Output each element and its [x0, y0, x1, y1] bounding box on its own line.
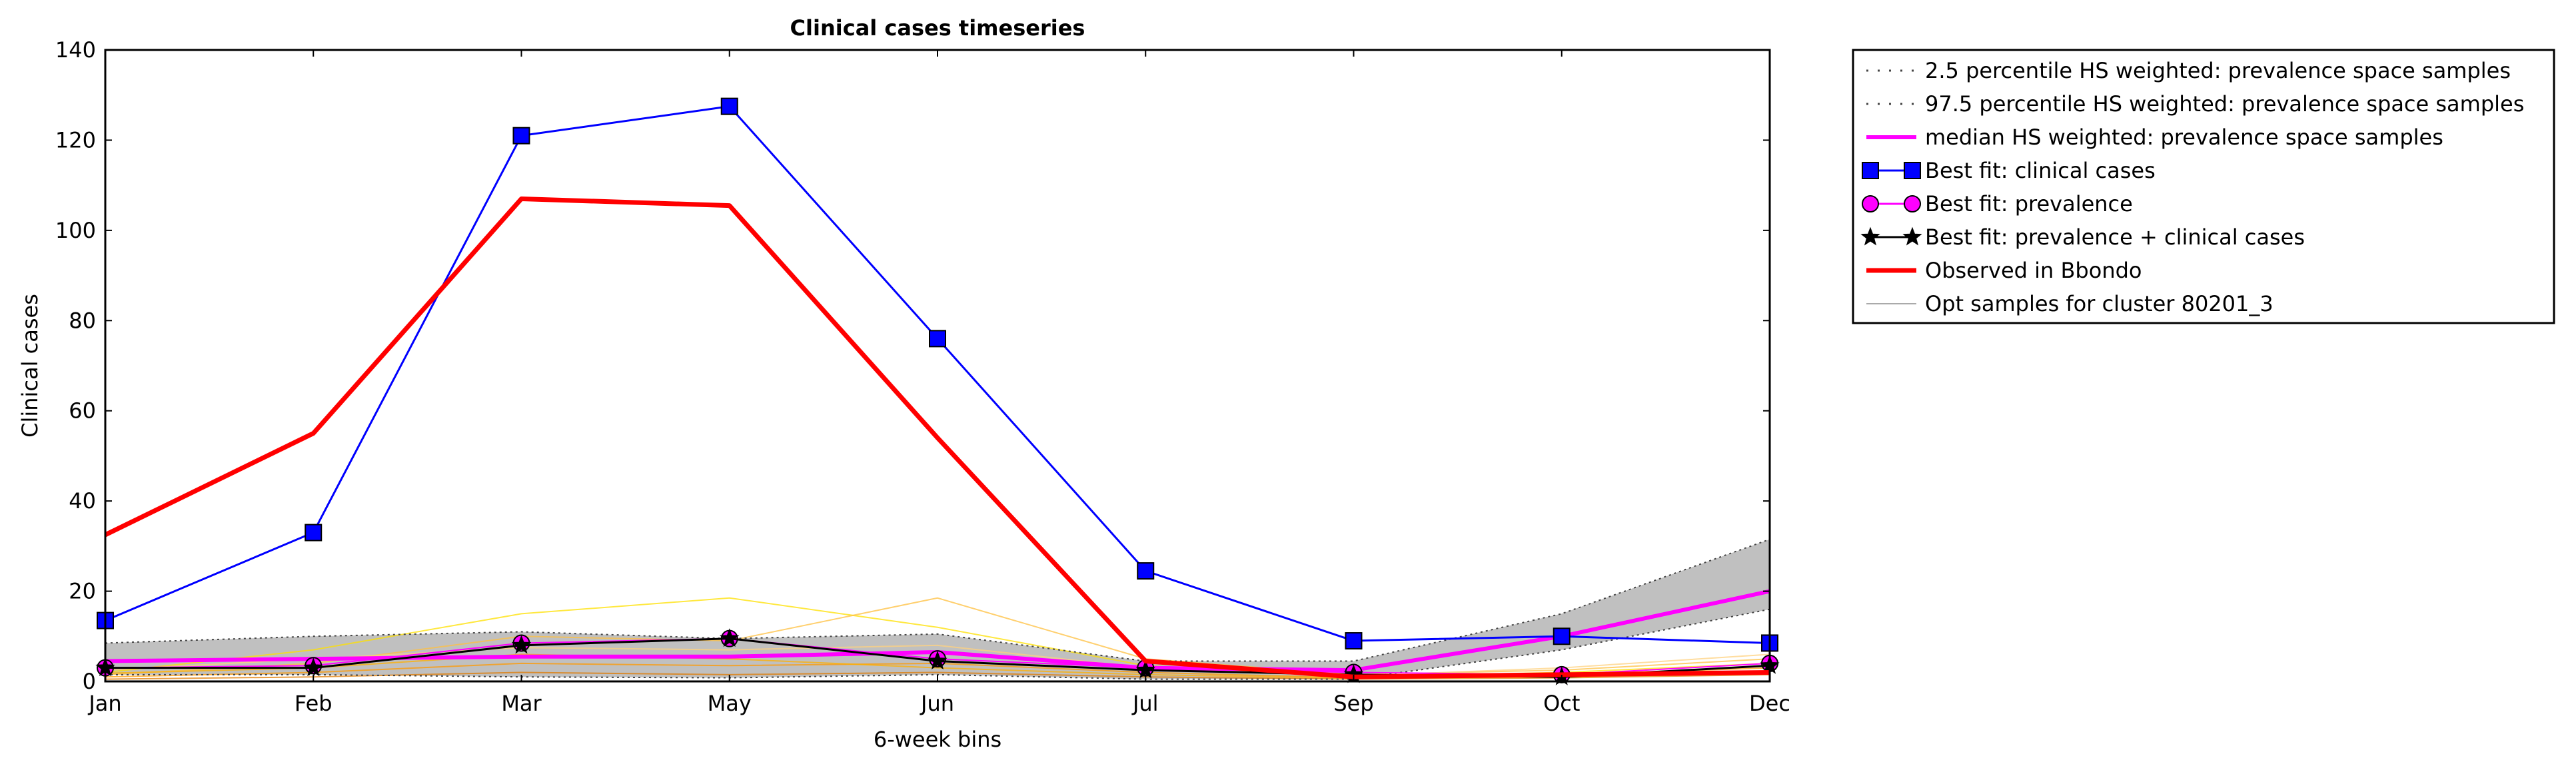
series-4-point-6: [1135, 659, 1155, 679]
x-tick: Sep: [1333, 50, 1374, 716]
y-axis-title: Clinical cases: [17, 294, 43, 438]
x-tick-label: Dec: [1749, 691, 1790, 716]
legend: 2.5 percentile HS weighted: prevalence s…: [1852, 49, 2555, 324]
series-2-point-4: [720, 97, 738, 115]
y-tick-label: 140: [55, 37, 96, 63]
series-2-point-6: [1137, 562, 1155, 580]
percentile-2-5-line: [105, 608, 1770, 680]
legend-marker: [1904, 195, 1921, 212]
x-tick-label: Sep: [1333, 691, 1373, 716]
legend-marker: [1904, 162, 1921, 179]
y-tick: 60: [69, 398, 1770, 424]
legend-marker: [1860, 226, 1880, 246]
x-tick-label: Mar: [501, 691, 542, 716]
y-tick-label: 120: [55, 127, 96, 153]
legend-marker: [1902, 226, 1922, 246]
y-tick: 140: [55, 37, 1770, 63]
legend-item-6: Best fit: prevalence + clinical cases: [1860, 224, 2305, 250]
x-tick: May: [708, 50, 752, 716]
legend-label: Best fit: prevalence: [1925, 191, 2133, 216]
x-axis-title: 6-week bins: [874, 727, 1001, 752]
sample-line-2: [105, 597, 1770, 675]
series-2-point-5: [929, 330, 946, 348]
x-tick-label: Feb: [295, 691, 332, 716]
y-tick: 120: [55, 127, 1770, 153]
y-tick: 80: [69, 308, 1770, 333]
y-tick-label: 40: [69, 488, 96, 514]
series-5-line: [104, 196, 1770, 679]
x-tick: Jul: [1131, 50, 1159, 716]
y-tick-label: 60: [69, 398, 96, 424]
legend-label: median HS weighted: prevalence space sam…: [1925, 125, 2443, 150]
legend-item-1: 2.5 percentile HS weighted: prevalence s…: [1866, 58, 2511, 83]
series-4-point-4: [720, 628, 740, 647]
legend-item-2: 97.5 percentile HS weighted: prevalence …: [1866, 91, 2524, 117]
x-tick: Oct: [1543, 50, 1580, 716]
x-tick: Feb: [295, 50, 332, 716]
plot-area: [95, 97, 1780, 685]
legend-item-7: Observed in Bbondo: [1866, 258, 2142, 283]
sample-line-4: [105, 644, 1770, 677]
legend-label: Best fit: clinical cases: [1925, 158, 2156, 183]
series-2-line: [105, 105, 1770, 644]
series-2-point-7: [1345, 632, 1363, 650]
percentile-97-5-line: [105, 538, 1770, 662]
series-2-point-2: [305, 524, 322, 542]
y-tick: 20: [69, 579, 1770, 604]
legend-item-5: Best fit: prevalence: [1862, 191, 2133, 216]
legend-label: 97.5 percentile HS weighted: prevalence …: [1925, 91, 2524, 117]
y-tick-label: 100: [55, 218, 96, 243]
legend-item-4: Best fit: clinical cases: [1862, 158, 2156, 183]
legend-marker: [1862, 162, 1879, 179]
x-tick-label: Oct: [1543, 691, 1580, 716]
series-4-point-2: [303, 657, 323, 677]
x-axis: Jan Feb Mar May Jun Jul Sep Oct Dec: [87, 50, 1790, 716]
y-tick-label: 80: [69, 308, 96, 333]
legend-box: [1852, 49, 2555, 324]
x-tick-label: May: [708, 691, 752, 716]
series-2-point-3: [512, 127, 530, 145]
x-tick: Jun: [920, 50, 954, 716]
legend-marker: [1862, 195, 1879, 212]
legend-item-8: Opt samples for cluster 80201_3: [1866, 291, 2273, 316]
series-4-point-3: [511, 635, 532, 654]
x-tick: Mar: [501, 50, 542, 716]
series-2-point-8: [1553, 627, 1571, 645]
y-tick: 100: [55, 218, 1770, 243]
y-tick-label: 20: [69, 579, 96, 604]
x-tick-label: Jun: [920, 691, 954, 716]
legend-item-3: median HS weighted: prevalence space sam…: [1866, 125, 2443, 150]
legend-label: Observed in Bbondo: [1925, 258, 2142, 283]
legend-label: Best fit: prevalence + clinical cases: [1925, 224, 2305, 250]
plot-frame: [104, 49, 1771, 683]
legend-label: 2.5 percentile HS weighted: prevalence s…: [1925, 58, 2511, 83]
chart-title: Clinical cases timeseries: [790, 15, 1085, 41]
x-tick: Dec: [1749, 50, 1790, 716]
y-tick: 40: [69, 488, 1770, 514]
y-tick-label: 0: [83, 669, 96, 694]
y-axis: 0 20 40 60 80 100 120 140: [55, 37, 1770, 694]
x-tick-label: Jan: [87, 691, 121, 716]
legend-label: Opt samples for cluster 80201_3: [1925, 291, 2273, 316]
y-tick: 0: [83, 669, 1770, 694]
x-tick-label: Jul: [1131, 691, 1159, 716]
x-tick: Jan: [87, 50, 122, 716]
series-4-point-5: [928, 651, 948, 670]
